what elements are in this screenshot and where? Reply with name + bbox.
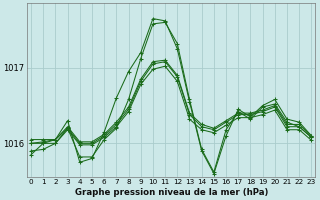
X-axis label: Graphe pression niveau de la mer (hPa): Graphe pression niveau de la mer (hPa) bbox=[75, 188, 268, 197]
